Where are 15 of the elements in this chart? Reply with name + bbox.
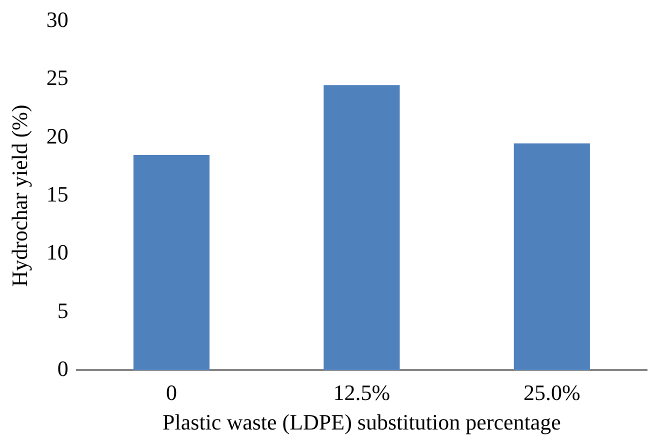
bar [133,154,210,370]
bar [514,143,590,370]
x-axis-title: Plastic waste (LDPE) substitution percentage [162,410,561,435]
bar [324,85,400,370]
y-tick-label: 30 [46,6,68,32]
x-tick-label: 0 [166,380,177,406]
y-tick-label: 15 [46,181,68,206]
y-axis-title: Hydrochar yield (%) [6,104,32,287]
y-tick-label: 20 [46,123,68,148]
y-tick-label: 0 [57,356,68,381]
x-tick-label: 12.5% [333,380,390,406]
y-tick-label: 10 [46,240,68,265]
y-tick-label: 5 [57,298,68,323]
x-tick-label: 25.0% [523,380,580,406]
y-tick-label: 25 [46,65,68,90]
